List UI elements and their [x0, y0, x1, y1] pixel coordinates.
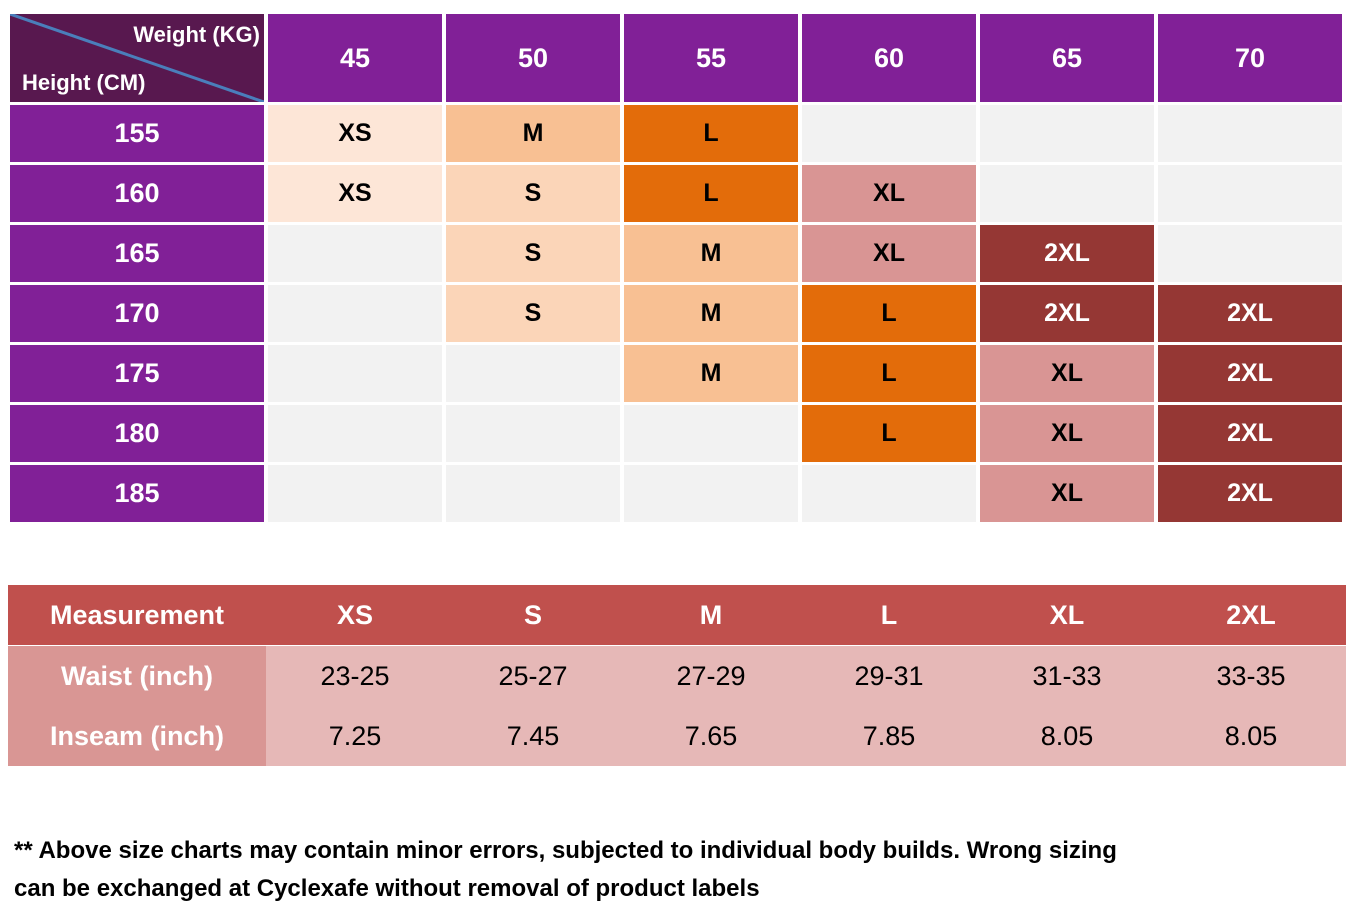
measure-header: XL — [978, 585, 1156, 645]
empty-cell — [802, 105, 976, 162]
measure-header: M — [622, 585, 800, 645]
size-cell: L — [802, 285, 976, 342]
empty-cell — [268, 225, 442, 282]
measure-header: Measurement — [8, 585, 266, 645]
empty-cell — [268, 465, 442, 522]
empty-cell — [802, 465, 976, 522]
measure-header: L — [800, 585, 978, 645]
size-cell: XL — [980, 405, 1154, 462]
empty-cell — [1158, 165, 1342, 222]
size-cell: XL — [980, 465, 1154, 522]
measure-header: S — [444, 585, 622, 645]
size-cell: XL — [980, 345, 1154, 402]
empty-cell — [1158, 225, 1342, 282]
empty-cell — [1158, 105, 1342, 162]
empty-cell — [268, 345, 442, 402]
size-cell: XS — [268, 105, 442, 162]
diagonal — [10, 14, 264, 102]
size-cell: M — [624, 285, 798, 342]
height-header: 180 — [10, 405, 264, 462]
empty-cell — [268, 285, 442, 342]
weight-header: 50 — [446, 14, 620, 102]
empty-cell — [446, 465, 620, 522]
measure-value: 8.05 — [978, 706, 1156, 766]
weight-header: 65 — [980, 14, 1154, 102]
height-header: 160 — [10, 165, 264, 222]
height-label: Height (CM) — [22, 70, 146, 95]
footnote: ** Above size charts may contain minor e… — [14, 837, 1117, 902]
empty-cell — [624, 465, 798, 522]
size-cell: M — [624, 345, 798, 402]
height-header: 175 — [10, 345, 264, 402]
size-cell: XS — [268, 165, 442, 222]
measure-label: Inseam (inch) — [8, 706, 266, 766]
size-cell: M — [624, 225, 798, 282]
size-cell: 2XL — [980, 285, 1154, 342]
height-header: 155 — [10, 105, 264, 162]
measure-label: Waist (inch) — [8, 646, 266, 706]
measure-value: 7.65 — [622, 706, 800, 766]
measure-header: 2XL — [1156, 585, 1346, 645]
size-cell: 2XL — [1158, 465, 1342, 522]
measure-value: 33-35 — [1156, 646, 1346, 706]
height-header: 165 — [10, 225, 264, 282]
height-header: 170 — [10, 285, 264, 342]
size-cell: 2XL — [1158, 345, 1342, 402]
weight-label: Weight (KG) — [133, 22, 260, 47]
measure-header: XS — [266, 585, 444, 645]
height-header: 185 — [10, 465, 264, 522]
weight-header: 60 — [802, 14, 976, 102]
measure-value: 7.45 — [444, 706, 622, 766]
size-cell: S — [446, 165, 620, 222]
size-cell: XL — [802, 165, 976, 222]
size-cell: L — [802, 405, 976, 462]
measure-value: 29-31 — [800, 646, 978, 706]
empty-cell — [980, 105, 1154, 162]
size-cell: L — [802, 345, 976, 402]
size-cell: 2XL — [1158, 285, 1342, 342]
size-cell: XL — [802, 225, 976, 282]
size-cell: L — [624, 105, 798, 162]
size-cell: M — [446, 105, 620, 162]
empty-cell — [268, 405, 442, 462]
measure-value: 25-27 — [444, 646, 622, 706]
measure-value: 23-25 — [266, 646, 444, 706]
weight-header: 70 — [1158, 14, 1342, 102]
weight-header: 55 — [624, 14, 798, 102]
measure-value: 7.25 — [266, 706, 444, 766]
weight-header: 45 — [268, 14, 442, 102]
measure-value: 7.85 — [800, 706, 978, 766]
size-cell: 2XL — [1158, 405, 1342, 462]
measure-value: 8.05 — [1156, 706, 1346, 766]
empty-cell — [446, 405, 620, 462]
measure-value: 31-33 — [978, 646, 1156, 706]
size-cell: L — [624, 165, 798, 222]
size-cell: 2XL — [980, 225, 1154, 282]
size-cell: S — [446, 225, 620, 282]
size-cell: S — [446, 285, 620, 342]
empty-cell — [624, 405, 798, 462]
corner-header: Weight (KG) Height (CM) — [10, 14, 264, 102]
measure-value: 27-29 — [622, 646, 800, 706]
empty-cell — [446, 345, 620, 402]
empty-cell — [980, 165, 1154, 222]
